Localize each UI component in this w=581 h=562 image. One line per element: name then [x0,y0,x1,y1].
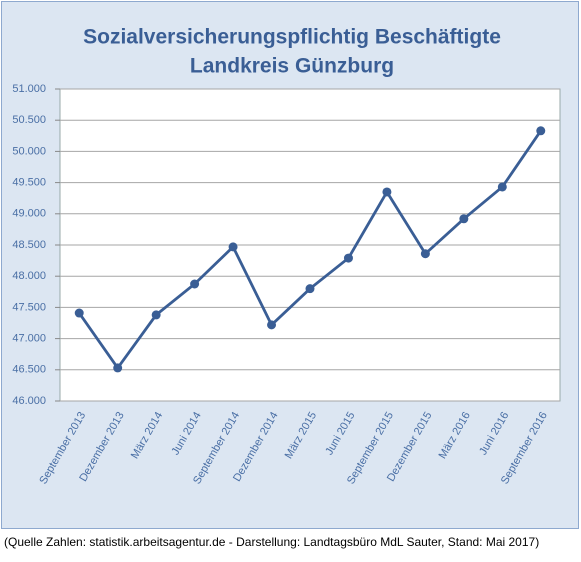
data-point [190,279,200,289]
y-tick-label: 47.000 [12,333,46,345]
chart-subtitle: Landkreis Günzburg [190,55,394,78]
y-tick-label: 51.000 [12,83,46,95]
y-tick-label: 49.000 [12,208,46,220]
data-point [151,310,161,320]
source-note: (Quelle Zahlen: statistik.arbeitsagentur… [4,535,539,549]
data-point [497,182,507,192]
data-point [228,242,238,252]
data-point [267,320,277,330]
data-point [536,126,546,136]
y-tick-label: 46.500 [12,364,46,376]
y-tick-label: 50.000 [12,145,46,157]
y-tick-label: 47.500 [12,301,46,313]
data-point [113,363,123,373]
chart-title: Sozialversicherungspflichtig Beschäftigt… [83,26,501,49]
data-point [74,308,84,318]
data-point [343,253,353,263]
y-tick-label: 49.500 [12,177,46,189]
y-tick-label: 50.500 [12,114,46,126]
y-tick-label: 48.500 [12,239,46,251]
y-tick-label: 48.000 [12,270,46,282]
y-tick-label: 46.000 [12,395,46,407]
data-point [420,249,430,259]
data-point [382,187,392,197]
data-point [459,214,469,224]
data-point [305,284,315,294]
